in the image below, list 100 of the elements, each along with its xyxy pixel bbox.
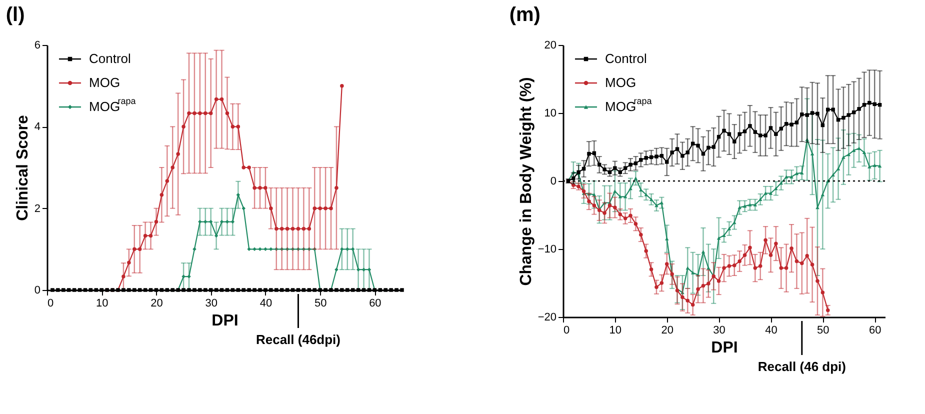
point [182, 124, 186, 129]
point [264, 186, 268, 190]
point [318, 206, 322, 210]
point [258, 247, 262, 252]
point [660, 281, 664, 285]
point [187, 111, 191, 116]
point [252, 186, 256, 190]
x-tick-label: 60 [868, 324, 882, 336]
point [362, 268, 366, 272]
point [285, 226, 290, 231]
point [826, 308, 830, 312]
legend-label: MOG [89, 75, 120, 90]
point [706, 282, 710, 286]
chart-title: (m) [509, 4, 540, 26]
y-axis-title: Change in Body Weight (%) [518, 77, 535, 286]
legend-label: Control [89, 51, 132, 66]
point [285, 247, 290, 252]
point [346, 247, 350, 252]
point [732, 263, 736, 268]
point [204, 111, 208, 116]
point [208, 220, 213, 224]
point [367, 268, 372, 272]
point [290, 226, 295, 231]
point [214, 97, 218, 102]
y-tick-label: 10 [544, 108, 556, 120]
x-axis-title: DPI [711, 340, 738, 356]
legend-label: MOG [605, 75, 636, 90]
chart-title: (l) [6, 4, 25, 26]
point [779, 266, 783, 270]
point [192, 111, 196, 116]
point [592, 204, 596, 208]
point [274, 226, 278, 231]
point [701, 284, 706, 288]
x-axis-title: DPI [212, 312, 238, 330]
point [350, 247, 355, 252]
point [269, 247, 273, 252]
point [722, 266, 726, 270]
point [623, 216, 628, 220]
point [758, 264, 762, 268]
point [716, 279, 721, 283]
x-tick-label: 10 [609, 324, 622, 336]
point [247, 166, 251, 170]
x-tick-label: 10 [96, 298, 108, 310]
point [148, 234, 153, 238]
x-tick-label: 60 [369, 298, 382, 310]
point [784, 266, 788, 270]
point [644, 249, 648, 253]
point [582, 189, 586, 194]
point [654, 285, 658, 289]
point [820, 290, 825, 294]
point [154, 220, 158, 224]
point [665, 262, 669, 266]
point [618, 212, 622, 216]
x-tick-label: 0 [48, 298, 54, 310]
point [686, 298, 690, 303]
point [247, 247, 251, 252]
point [204, 220, 208, 224]
point [280, 247, 284, 252]
y-tick-label: 0 [550, 176, 556, 188]
point [264, 247, 268, 252]
point [160, 192, 164, 197]
point [280, 226, 284, 231]
point [639, 232, 643, 237]
point [220, 97, 224, 102]
point [208, 111, 213, 116]
point [198, 220, 202, 224]
x-tick-label: 0 [564, 324, 570, 336]
x-tick-label: 50 [314, 298, 327, 310]
point [225, 111, 230, 116]
annotation: Recall (46dpi) [256, 332, 340, 347]
annotation: Recall (46 dpi) [758, 359, 846, 374]
x-tick-label: 20 [661, 324, 674, 336]
point [800, 261, 804, 266]
x-tick-label: 40 [260, 298, 272, 310]
x-tick-label: 30 [713, 324, 726, 336]
point [132, 247, 136, 252]
point [805, 254, 809, 258]
point [307, 226, 312, 231]
point [176, 152, 180, 156]
point [165, 179, 170, 183]
y-tick-label: 6 [34, 40, 40, 52]
point [649, 268, 654, 272]
point [143, 234, 148, 238]
point [690, 302, 695, 307]
point [138, 247, 142, 252]
point [122, 274, 126, 278]
point [587, 200, 591, 204]
y-axis-title: Clinical Score [14, 114, 32, 221]
point [269, 206, 273, 210]
point [634, 222, 638, 226]
point [192, 247, 196, 252]
point [170, 166, 174, 170]
y-tick-label: 20 [544, 40, 556, 52]
legend-label: Control [605, 51, 648, 66]
point [302, 226, 306, 231]
x-tick-label: 40 [765, 324, 778, 336]
point [329, 206, 333, 210]
point [242, 206, 246, 210]
point [727, 264, 732, 268]
point [302, 247, 306, 252]
